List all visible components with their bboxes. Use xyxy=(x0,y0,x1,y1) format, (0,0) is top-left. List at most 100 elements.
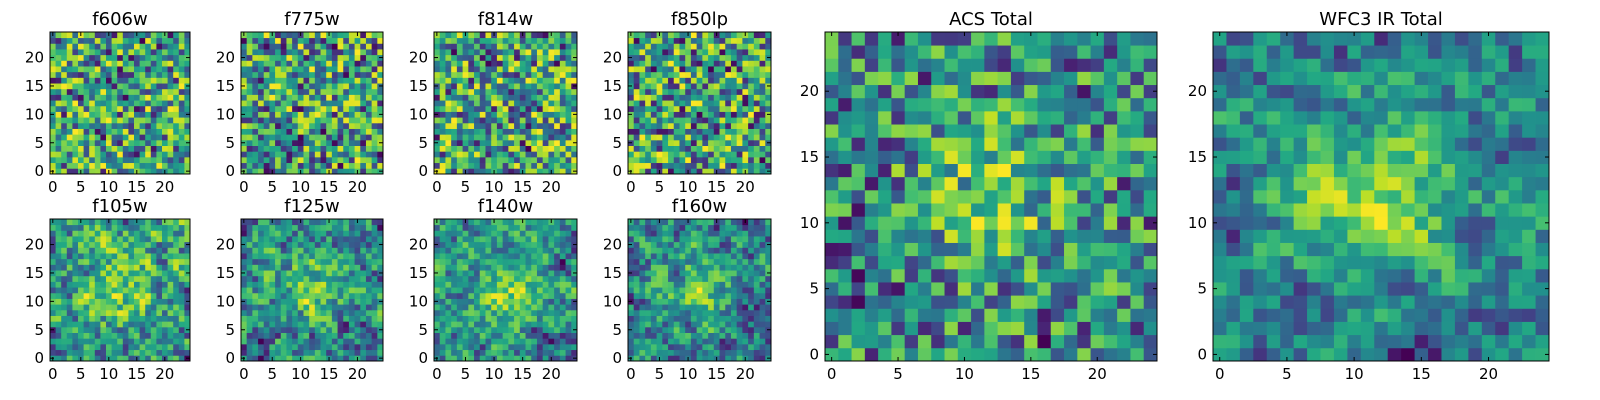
heatmap-cell xyxy=(491,43,498,50)
heatmap-cell xyxy=(491,275,498,282)
heatmap-cell xyxy=(297,253,304,260)
heatmap-cell xyxy=(139,168,146,175)
heatmap-cell xyxy=(246,326,253,333)
heatmap-cell xyxy=(117,326,124,333)
heatmap-cell xyxy=(662,100,669,107)
heatmap-cell xyxy=(275,88,282,95)
heatmap-cell xyxy=(314,122,321,129)
heatmap-cell xyxy=(702,66,709,73)
heatmap-cell xyxy=(468,253,475,260)
heatmap-cell xyxy=(297,111,304,118)
heatmap-cell xyxy=(502,134,509,141)
heatmap-cell xyxy=(269,77,276,84)
heatmap-cell xyxy=(554,298,561,305)
heatmap-cell xyxy=(554,287,561,294)
heatmap-cell xyxy=(542,43,549,50)
heatmap-cell xyxy=(72,122,79,129)
heatmap-cell xyxy=(559,88,566,95)
heatmap-cell xyxy=(730,315,738,322)
heatmap-cell xyxy=(252,264,259,271)
heatmap-cell xyxy=(55,264,62,271)
heatmap-cell xyxy=(639,60,646,67)
heatmap-cell xyxy=(269,309,276,316)
heatmap-cell xyxy=(150,270,157,277)
heatmap-cell xyxy=(434,77,441,84)
heatmap-cell xyxy=(280,145,287,152)
heatmap-cell xyxy=(371,162,378,169)
heatmap-cell xyxy=(343,326,350,333)
heatmap-cell xyxy=(542,151,549,158)
heatmap-cell xyxy=(525,49,532,56)
heatmap-cell xyxy=(371,258,378,265)
heatmap-cell xyxy=(94,287,101,294)
heatmap-cell xyxy=(320,343,327,351)
heatmap-cell xyxy=(759,145,766,152)
heatmap-cell xyxy=(679,128,686,135)
heatmap-cell xyxy=(525,241,532,248)
heatmap-cell xyxy=(111,54,118,61)
heatmap-cell xyxy=(275,258,282,265)
heatmap-cell xyxy=(662,94,669,101)
heatmap-cell xyxy=(337,66,344,73)
heatmap-cell xyxy=(485,264,492,271)
heatmap-cell xyxy=(94,298,101,305)
heatmap-cell xyxy=(508,338,515,345)
heatmap-cell xyxy=(94,162,101,169)
heatmap-cell xyxy=(673,304,680,311)
heatmap-cell xyxy=(690,355,698,362)
heatmap-cell xyxy=(173,66,180,73)
heatmap-cell xyxy=(320,241,327,248)
heatmap-cell xyxy=(645,304,652,311)
heatmap-cell xyxy=(331,270,338,277)
heatmap-cell xyxy=(730,292,738,299)
heatmap-cell xyxy=(50,332,56,339)
heatmap-cell xyxy=(83,54,90,61)
heatmap-cell xyxy=(759,315,766,322)
heatmap-cell xyxy=(742,66,749,73)
heatmap-cell xyxy=(128,83,135,90)
heatmap-cell xyxy=(326,315,333,322)
heatmap-cell xyxy=(78,151,84,158)
heatmap-cell xyxy=(117,309,124,316)
heatmap-cell xyxy=(656,304,663,311)
x-tick-label: 20 xyxy=(542,365,561,383)
heatmap-cell xyxy=(292,247,299,254)
heatmap-cell xyxy=(719,88,726,95)
heatmap-cell xyxy=(184,315,191,322)
heatmap-cell xyxy=(337,88,344,95)
heatmap-cell xyxy=(246,151,253,158)
heatmap-cell xyxy=(258,168,265,175)
heatmap-cell xyxy=(508,49,515,56)
heatmap-cell xyxy=(106,105,112,112)
heatmap-cell xyxy=(145,60,152,67)
heatmap-cell xyxy=(128,100,135,107)
heatmap-cell xyxy=(241,309,248,316)
heatmap-cell xyxy=(297,60,304,67)
heatmap-cell xyxy=(326,230,333,237)
heatmap-cell xyxy=(542,49,549,56)
heatmap-cell xyxy=(145,338,152,345)
heatmap-cell xyxy=(508,37,515,44)
heatmap-cell xyxy=(156,236,163,243)
heatmap-cell xyxy=(462,247,469,254)
heatmap-cell xyxy=(252,247,259,254)
heatmap-cell xyxy=(514,162,521,169)
heatmap-cell xyxy=(50,145,56,152)
heatmap-cell xyxy=(128,343,135,351)
heatmap-cell xyxy=(662,321,669,328)
heatmap-cell xyxy=(445,349,452,356)
heatmap-cell xyxy=(536,162,544,169)
heatmap-cell xyxy=(696,100,703,107)
heatmap-cell xyxy=(280,117,287,124)
heatmap-cell xyxy=(61,151,68,158)
heatmap-cell xyxy=(122,343,129,351)
heatmap-cell xyxy=(269,105,276,112)
heatmap-cell xyxy=(708,43,715,50)
heatmap-cell xyxy=(736,105,743,112)
heatmap-cell xyxy=(496,128,504,135)
heatmap-cell xyxy=(128,258,135,265)
heatmap-cell xyxy=(456,66,463,73)
heatmap-cell xyxy=(525,258,532,265)
heatmap-cell xyxy=(708,275,715,282)
heatmap-cell xyxy=(72,32,79,39)
